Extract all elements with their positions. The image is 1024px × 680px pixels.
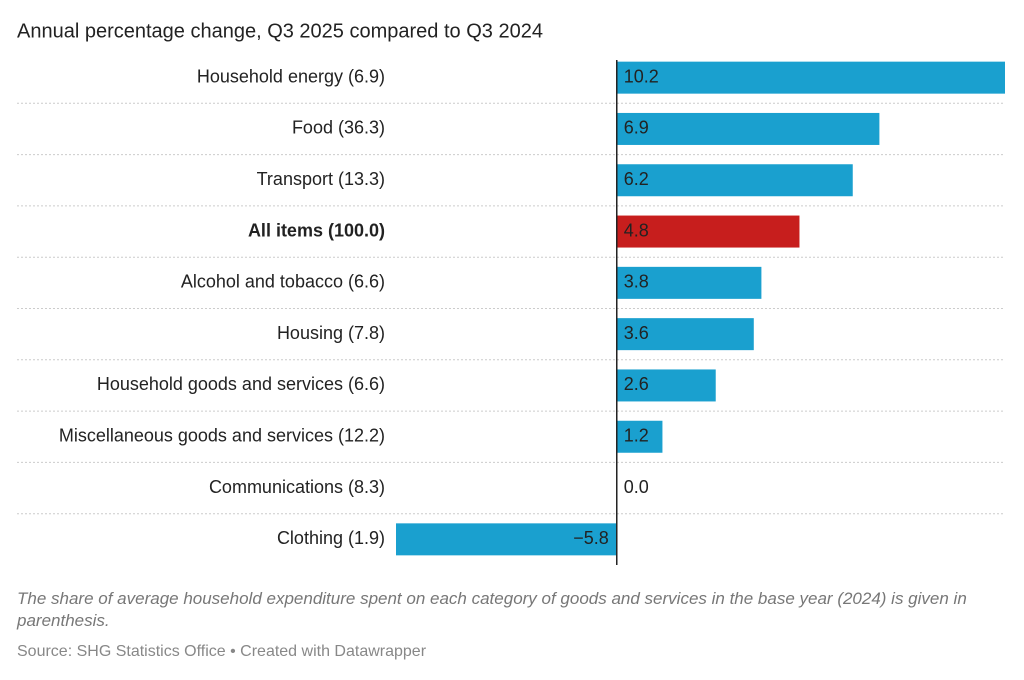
value-label: 6.2 [624,169,649,189]
notes: The share of average household expenditu… [17,589,967,630]
source: Source: SHG Statistics Office • Created … [17,643,427,660]
bar [616,164,853,197]
category-label: Transport (13.3) [257,169,385,189]
value-label: 1.2 [624,426,649,446]
category-label: Clothing (1.9) [277,528,385,548]
bar [616,266,762,299]
category-label: All items (100.0) [248,220,385,240]
category-label: Alcohol and tobacco (6.6) [181,272,385,292]
value-label: 3.6 [624,323,649,343]
value-label: 6.9 [624,118,649,138]
category-label: Household goods and services (6.6) [97,374,385,394]
bar [396,523,617,556]
bar [616,215,800,248]
value-label: 2.6 [624,374,649,394]
category-label: Miscellaneous goods and services (12.2) [59,426,385,446]
chart: Annual percentage change, Q3 2025 compar… [17,20,1005,565]
value-label: 4.8 [624,220,649,240]
category-label: Communications (8.3) [209,477,385,497]
category-label: Food (36.3) [292,118,385,138]
bar [616,318,754,351]
value-label: −5.8 [573,528,609,548]
chart-title: Annual percentage change, Q3 2025 compar… [17,20,543,42]
category-label: Household energy (6.9) [197,66,385,86]
category-label: Housing (7.8) [277,323,385,343]
bar [616,369,716,402]
value-label: 0.0 [624,477,649,497]
bar [616,112,880,145]
value-label: 3.8 [624,272,649,292]
bar [616,61,1005,94]
bar [616,420,663,453]
value-label: 10.2 [624,66,659,86]
